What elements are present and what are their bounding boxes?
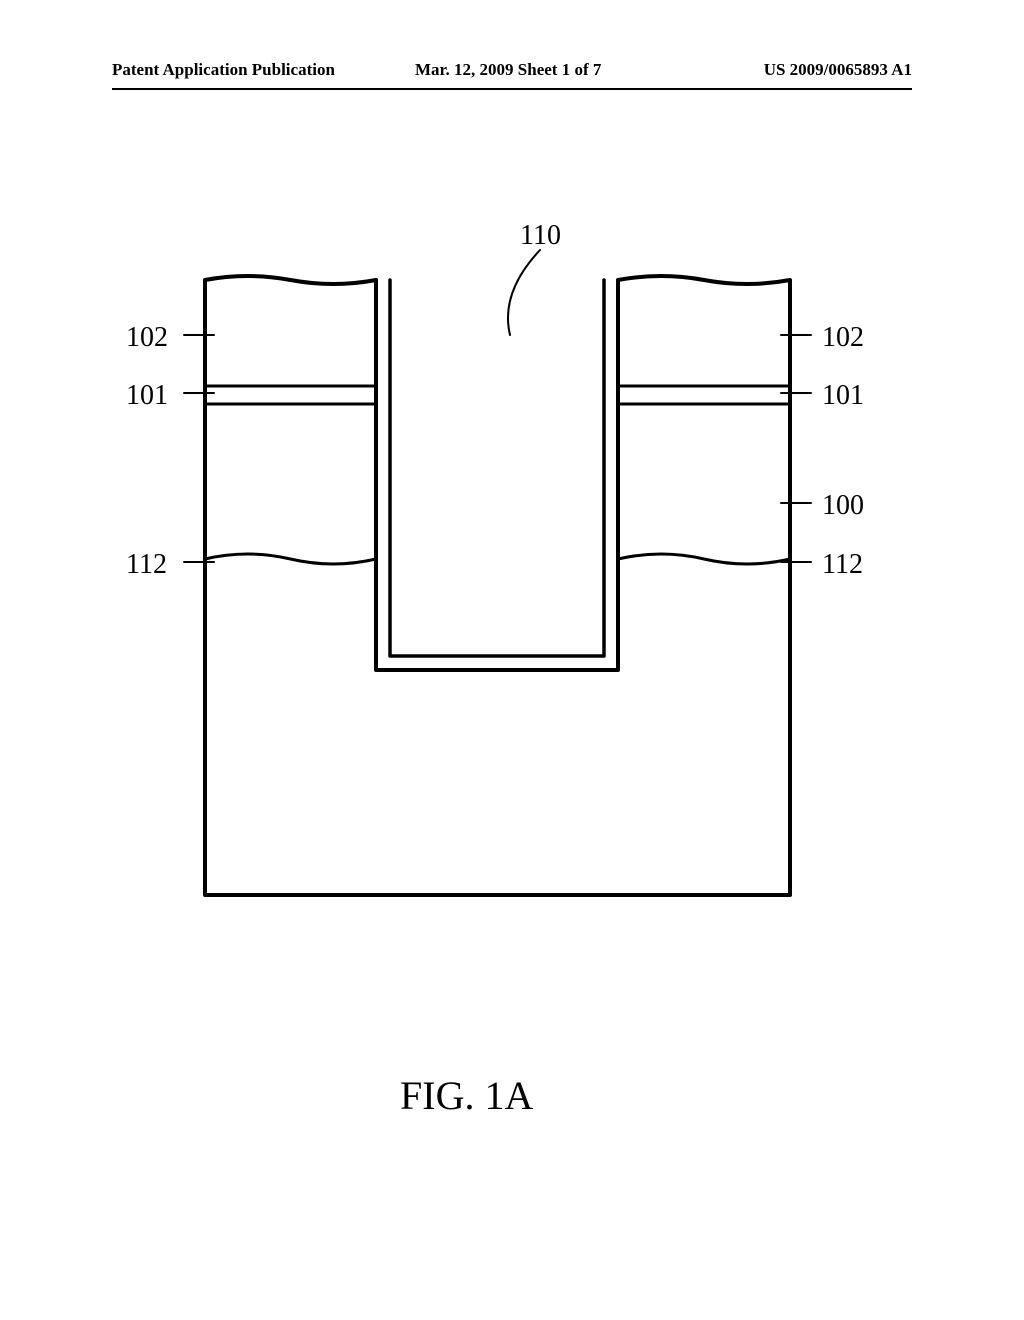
figure-caption: FIG. 1A (400, 1072, 533, 1119)
label-left-102: 102 (126, 322, 168, 354)
label-110: 110 (520, 220, 561, 252)
figure-diagram (0, 0, 1024, 1320)
label-right-100: 100 (822, 490, 864, 522)
patent-page: Patent Application Publication Mar. 12, … (0, 0, 1024, 1320)
label-right-112: 112 (822, 549, 863, 581)
label-right-101: 101 (822, 380, 864, 412)
label-left-101: 101 (126, 380, 168, 412)
label-right-102: 102 (822, 322, 864, 354)
label-left-112: 112 (126, 549, 167, 581)
